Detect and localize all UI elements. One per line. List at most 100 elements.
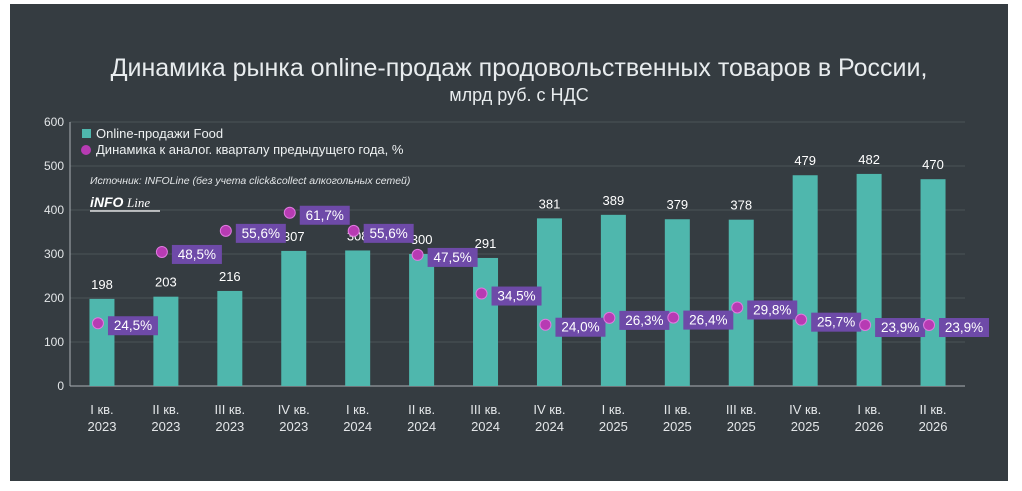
y-tick-label: 500	[44, 159, 64, 173]
growth-label-box	[939, 318, 990, 338]
bar	[345, 250, 371, 386]
growth-label: 25,7%	[817, 315, 855, 330]
y-axis: 0 100 200 300 400 500 600	[44, 115, 965, 393]
y-tick-label: 300	[44, 247, 64, 261]
bar-value-label: 378	[730, 198, 752, 213]
bar-value-label: 198	[91, 277, 113, 292]
x-tick-label: III кв.	[214, 402, 245, 417]
x-tick-label-year: 2023	[215, 419, 244, 434]
bar	[217, 290, 243, 386]
bar	[89, 298, 115, 386]
bar-value-label: 203	[155, 275, 177, 290]
y-tick-label: 600	[44, 115, 64, 129]
bar-value-label: 300	[411, 232, 433, 247]
bar	[409, 254, 435, 386]
growth-label-box	[747, 300, 798, 320]
x-axis: I кв. 2023 II кв. 2023 III кв. 2023 IV кв. 2023…	[88, 402, 948, 434]
legend: Online-продажи Food Динамика к аналог. к…	[81, 126, 404, 157]
growth-point	[411, 248, 424, 261]
legend-marker-label: Динамика к аналог. кварталу предыдущего …	[96, 142, 404, 157]
legend-bar-label: Online-продажи Food	[96, 126, 223, 141]
growth-point	[347, 224, 360, 237]
y-tick-label: 200	[44, 291, 64, 305]
growth-series: 24,5% 48,5% 55,6% 61,7% 55,6% 47,5% 34,5% 24,0%…	[91, 205, 990, 338]
infoline-logo: iNFO Line	[90, 194, 160, 212]
growth-label-box	[427, 247, 478, 267]
x-tick-label-year: 2025	[727, 419, 756, 434]
x-tick-label: I кв.	[857, 402, 880, 417]
bar	[600, 214, 626, 386]
bar-value-label: 379	[666, 197, 688, 212]
growth-point	[539, 318, 552, 331]
x-tick-label-year: 2026	[855, 419, 884, 434]
x-tick-label-year: 2026	[919, 419, 948, 434]
chart-svg: Динамика рынка online-продаж продовольст…	[44, 54, 990, 434]
source-note: Источник: INFOLine (без учета click&coll…	[90, 175, 410, 187]
legend-marker-swatch	[81, 145, 91, 155]
growth-label-box	[171, 244, 222, 264]
x-tick-label-year: 2023	[151, 419, 180, 434]
growth-point	[731, 301, 744, 314]
growth-label-box	[363, 223, 414, 243]
bar	[473, 257, 499, 386]
x-tick-label-year: 2024	[343, 419, 372, 434]
logo-text: iNFO	[90, 194, 124, 210]
x-tick-label: I кв.	[602, 402, 625, 417]
growth-point	[219, 224, 232, 237]
y-tick-label: 400	[44, 203, 64, 217]
chart-title: Динамика рынка online-продаж продовольст…	[111, 54, 928, 82]
growth-label: 55,6%	[242, 226, 280, 241]
growth-point	[859, 319, 872, 332]
bar-value-label: 389	[603, 193, 625, 208]
chart-subtitle: млрд руб. с НДС	[449, 85, 589, 105]
bar-value-label: 479	[794, 153, 816, 168]
x-tick-label: II кв.	[152, 402, 179, 417]
x-tick-label-year: 2024	[535, 419, 564, 434]
bar	[920, 179, 946, 386]
x-tick-label-year: 2025	[791, 419, 820, 434]
x-tick-label-year: 2023	[279, 419, 308, 434]
growth-point	[667, 311, 680, 324]
growth-point	[923, 319, 936, 332]
growth-label-box	[619, 310, 670, 330]
growth-point	[155, 245, 168, 258]
bar-value-label: 482	[858, 152, 880, 167]
growth-point	[603, 311, 616, 324]
growth-label-box	[107, 316, 158, 336]
bar-value-label: 381	[539, 196, 561, 211]
bar	[792, 175, 818, 386]
growth-label: 24,0%	[561, 320, 599, 335]
growth-label: 23,9%	[945, 320, 983, 335]
bar-value-label: 307	[283, 229, 305, 244]
growth-label-box	[235, 223, 286, 243]
growth-label-box	[875, 318, 926, 338]
growth-label: 48,5%	[178, 247, 216, 262]
chart-panel: Динамика рынка online-продаж продовольст…	[10, 4, 1008, 481]
x-tick-label-year: 2024	[407, 419, 436, 434]
growth-label: 24,5%	[114, 318, 152, 333]
x-tick-label-year: 2023	[88, 419, 117, 434]
bar	[281, 250, 307, 386]
growth-label-box	[491, 286, 542, 306]
growth-label: 55,6%	[370, 226, 408, 241]
x-tick-label-year: 2025	[663, 419, 692, 434]
growth-label-box	[811, 312, 862, 332]
growth-label: 61,7%	[306, 208, 344, 223]
y-tick-label: 0	[57, 379, 64, 393]
x-tick-label: I кв.	[90, 402, 113, 417]
x-tick-label-year: 2024	[471, 419, 500, 434]
bar-value-label: 291	[475, 236, 497, 251]
growth-label-box	[555, 317, 606, 337]
growth-label: 26,4%	[689, 313, 727, 328]
bar-value-label: 216	[219, 269, 241, 284]
x-tick-label: IV кв.	[533, 402, 565, 417]
bar-value-label: 470	[922, 157, 944, 172]
legend-bar-swatch	[82, 129, 91, 138]
growth-label: 29,8%	[753, 302, 791, 317]
x-tick-label: II кв.	[408, 402, 435, 417]
growth-point	[795, 313, 808, 326]
growth-point	[475, 287, 488, 300]
growth-label: 47,5%	[433, 250, 471, 265]
growth-label: 26,3%	[625, 313, 663, 328]
